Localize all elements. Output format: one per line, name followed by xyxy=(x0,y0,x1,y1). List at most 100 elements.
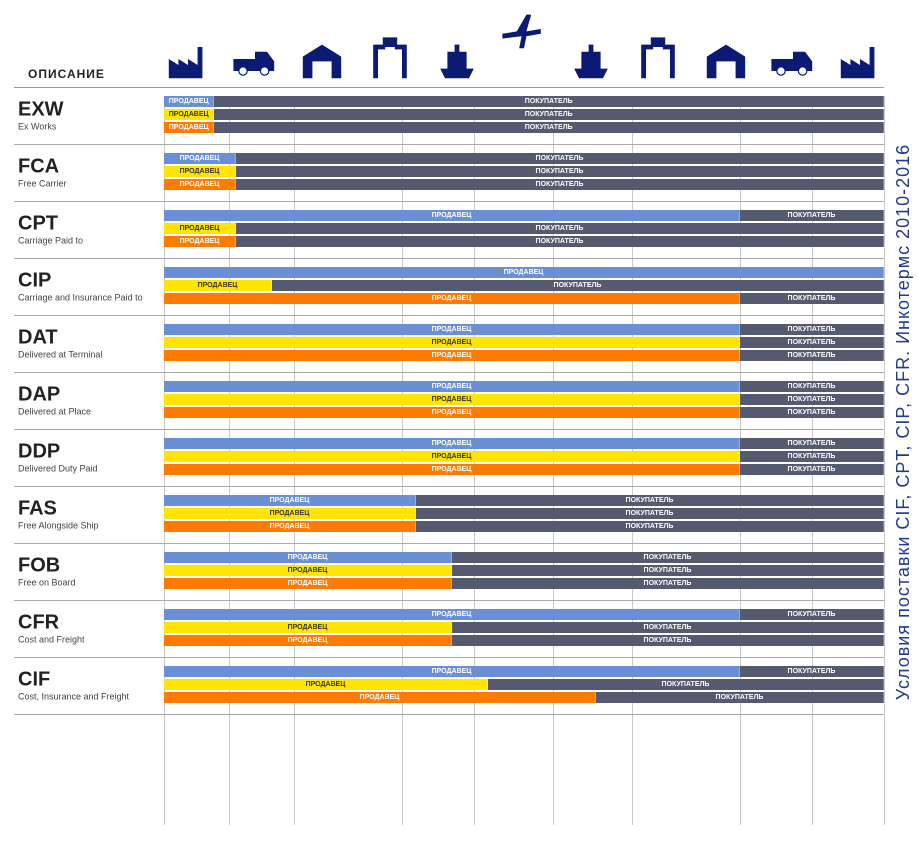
seller-segment: ПРОДАВЕЦ xyxy=(164,267,884,278)
term-code: FOB xyxy=(18,556,158,576)
icons-strip xyxy=(164,8,884,87)
seller-segment: ПРОДАВЕЦ xyxy=(164,609,740,620)
term-desc: Delivered Duty Paid xyxy=(18,465,158,475)
bar-lane: ПРОДАВЕЦПОКУПАТЕЛЬ xyxy=(164,350,884,361)
term-label: CFRCost and Freight xyxy=(18,613,158,646)
seller-segment: ПРОДАВЕЦ xyxy=(164,508,416,519)
buyer-segment: ПОКУПАТЕЛЬ xyxy=(740,666,884,677)
factory-icon xyxy=(164,35,212,83)
seller-segment: ПРОДАВЕЦ xyxy=(164,692,596,703)
bars-area: ПРОДАВЕЦПОКУПАТЕЛЬПРОДАВЕЦПОКУПАТЕЛЬПРОД… xyxy=(164,153,884,193)
bar-lane: ПРОДАВЕЦПОКУПАТЕЛЬ xyxy=(164,293,884,304)
buyer-segment: ПОКУПАТЕЛЬ xyxy=(740,324,884,335)
buyer-segment: ПОКУПАТЕЛЬ xyxy=(740,293,884,304)
term-row-exw: EXWEx WorksПРОДАВЕЦПОКУПАТЕЛЬПРОДАВЕЦПОК… xyxy=(14,88,884,145)
term-label: FCAFree Carrier xyxy=(18,157,158,190)
buyer-segment: ПОКУПАТЕЛЬ xyxy=(214,109,884,120)
term-label: DDP Delivered Duty Paid xyxy=(18,442,158,475)
bar-lane: ПРОДАВЕЦ xyxy=(164,267,884,278)
ship-icon xyxy=(433,35,481,83)
buyer-segment: ПОКУПАТЕЛЬ xyxy=(452,635,884,646)
bar-lane: ПРОДАВЕЦПОКУПАТЕЛЬ xyxy=(164,324,884,335)
seller-segment: ПРОДАВЕЦ xyxy=(164,122,214,133)
term-desc: Free on Board xyxy=(18,579,158,589)
bar-lane: ПРОДАВЕЦПОКУПАТЕЛЬ xyxy=(164,109,884,120)
bar-lane: ПРОДАВЕЦПОКУПАТЕЛЬ xyxy=(164,179,884,190)
header-icon xyxy=(500,35,548,83)
buyer-segment: ПОКУПАТЕЛЬ xyxy=(236,153,884,164)
term-code: FCA xyxy=(18,157,158,177)
term-desc: Carriage and Insurance Paid to xyxy=(18,294,158,304)
buyer-segment: ПОКУПАТЕЛЬ xyxy=(740,210,884,221)
term-code: CIF xyxy=(18,670,158,690)
bar-lane: ПРОДАВЕЦПОКУПАТЕЛЬ xyxy=(164,236,884,247)
header-icon xyxy=(298,35,346,83)
seller-segment: ПРОДАВЕЦ xyxy=(164,179,236,190)
seller-segment: ПРОДАВЕЦ xyxy=(164,109,214,120)
term-row-dat: DATDelivered at TerminalПРОДАВЕЦПОКУПАТЕ… xyxy=(14,316,884,373)
term-row-cfr: CFRCost and FreightПРОДАВЕЦПОКУПАТЕЛЬПРО… xyxy=(14,601,884,658)
seller-segment: ПРОДАВЕЦ xyxy=(164,451,740,462)
buyer-segment: ПОКУПАТЕЛЬ xyxy=(452,552,884,563)
term-label: DAT Delivered at Terminal xyxy=(18,328,158,361)
header-icon xyxy=(634,35,682,83)
seller-segment: ПРОДАВЕЦ xyxy=(164,210,740,221)
bar-lane: ПРОДАВЕЦПОКУПАТЕЛЬ xyxy=(164,609,884,620)
seller-segment: ПРОДАВЕЦ xyxy=(164,407,740,418)
header-row: ОПИСАНИЕ xyxy=(14,8,884,88)
buyer-segment: ПОКУПАТЕЛЬ xyxy=(596,692,884,703)
seller-segment: ПРОДАВЕЦ xyxy=(164,622,452,633)
seller-segment: ПРОДАВЕЦ xyxy=(164,324,740,335)
seller-segment: ПРОДАВЕЦ xyxy=(164,565,452,576)
header-title: ОПИСАНИЕ xyxy=(28,67,105,81)
term-row-cip: CIPCarriage and Insurance Paid to ПРОДАВЕ… xyxy=(14,259,884,316)
buyer-segment: ПОКУПАТЕЛЬ xyxy=(416,508,884,519)
bar-lane: ПРОДАВЕЦПОКУПАТЕЛЬ xyxy=(164,451,884,462)
buyer-segment: ПОКУПАТЕЛЬ xyxy=(740,438,884,449)
buyer-segment: ПОКУПАТЕЛЬ xyxy=(740,407,884,418)
term-desc: Free Alongside Ship xyxy=(18,522,158,532)
seller-segment: ПРОДАВЕЦ xyxy=(164,552,452,563)
seller-segment: ПРОДАВЕЦ xyxy=(164,236,236,247)
header-icon xyxy=(433,35,481,83)
seller-segment: ПРОДАВЕЦ xyxy=(164,578,452,589)
seller-segment: ПРОДАВЕЦ xyxy=(164,521,416,532)
truck-icon xyxy=(231,35,279,83)
term-label: FOB Free on Board xyxy=(18,556,158,589)
term-label: FASFree Alongside Ship xyxy=(18,499,158,532)
factory-icon xyxy=(836,35,884,83)
term-row-fas: FASFree Alongside ShipПРОДАВЕЦПОКУПАТЕЛЬ… xyxy=(14,487,884,544)
bar-lane: ПРОДАВЕЦПОКУПАТЕЛЬ xyxy=(164,96,884,107)
seller-segment: ПРОДАВЕЦ xyxy=(164,635,452,646)
bar-lane: ПРОДАВЕЦПОКУПАТЕЛЬ xyxy=(164,122,884,133)
bar-lane: ПРОДАВЕЦПОКУПАТЕЛЬ xyxy=(164,622,884,633)
term-desc: Cost and Freight xyxy=(18,636,158,646)
term-row-cif: CIFCost, Insurance and FreightПРОДАВЕЦПО… xyxy=(14,658,884,715)
term-code: DAT xyxy=(18,328,158,348)
bar-lane: ПРОДАВЕЦПОКУПАТЕЛЬ xyxy=(164,521,884,532)
bars-area: ПРОДАВЕЦПОКУПАТЕЛЬПРОДАВЕЦПОКУПАТЕЛЬПРОД… xyxy=(164,438,884,478)
term-code: DDP xyxy=(18,442,158,462)
seller-segment: ПРОДАВЕЦ xyxy=(164,337,740,348)
seller-segment: ПРОДАВЕЦ xyxy=(164,464,740,475)
terminal-icon xyxy=(634,35,682,83)
header-icon xyxy=(164,35,212,83)
header-icon xyxy=(769,35,817,83)
bar-lane: ПРОДАВЕЦПОКУПАТЕЛЬ xyxy=(164,210,884,221)
buyer-segment: ПОКУПАТЕЛЬ xyxy=(272,280,884,291)
term-label: CIPCarriage and Insurance Paid to xyxy=(18,271,158,304)
bars-area: ПРОДАВЕЦПОКУПАТЕЛЬПРОДАВЕЦПОКУПАТЕЛЬПРОД… xyxy=(164,210,884,250)
buyer-segment: ПОКУПАТЕЛЬ xyxy=(740,394,884,405)
term-desc: Delivered at Place xyxy=(18,408,158,418)
truck-icon xyxy=(769,35,817,83)
bar-lane: ПРОДАВЕЦПОКУПАТЕЛЬ xyxy=(164,280,884,291)
term-label: DAP Delivered at Place xyxy=(18,385,158,418)
bars-area: ПРОДАВЕЦПОКУПАТЕЛЬПРОДАВЕЦПОКУПАТЕЛЬПРОД… xyxy=(164,666,884,706)
term-code: DAP xyxy=(18,385,158,405)
term-desc: Delivered at Terminal xyxy=(18,351,158,361)
buyer-segment: ПОКУПАТЕЛЬ xyxy=(416,495,884,506)
header-icon xyxy=(366,35,414,83)
ship-icon xyxy=(567,35,615,83)
buyer-segment: ПОКУПАТЕЛЬ xyxy=(452,622,884,633)
seller-segment: ПРОДАВЕЦ xyxy=(164,350,740,361)
